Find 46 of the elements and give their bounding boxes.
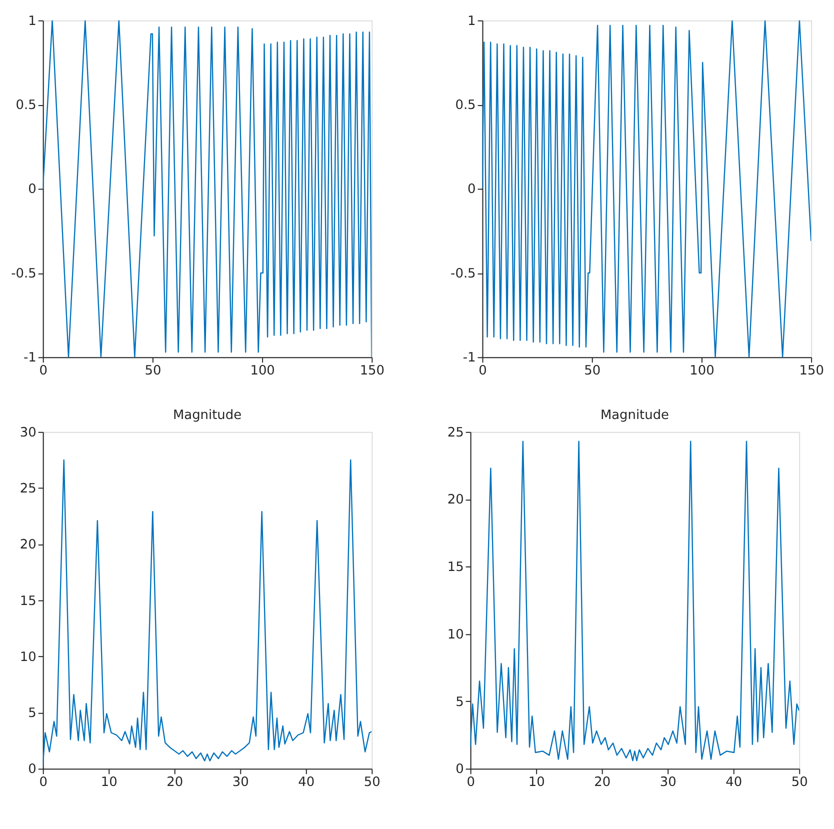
y-tick-label: 25 xyxy=(20,481,36,496)
x-tick-label: 10 xyxy=(528,775,545,790)
y-tick-label: 20 xyxy=(447,492,464,508)
y-tick-label: 10 xyxy=(447,627,464,642)
y-tick-label: -1 xyxy=(462,350,476,366)
y-tick-label: 20 xyxy=(20,538,36,553)
y-tick-label: 0.5 xyxy=(455,98,476,114)
y-tick-label: 0 xyxy=(28,762,36,778)
x-tick-label: 20 xyxy=(594,775,611,790)
y-tick-label: -1 xyxy=(23,350,36,366)
y-tick-label: 0 xyxy=(456,762,464,778)
chart-title: Magnitude xyxy=(172,408,242,423)
y-tick-label: 5 xyxy=(28,706,36,722)
x-tick-label: 0 xyxy=(39,364,48,379)
y-tick-label: 1 xyxy=(28,14,36,29)
x-tick-label: 50 xyxy=(791,775,808,790)
chart-title: Magnitude xyxy=(600,408,670,423)
x-tick-label: 100 xyxy=(690,364,714,379)
y-tick-label: 0.5 xyxy=(16,98,36,114)
y-tick-label: 15 xyxy=(20,594,36,609)
y-tick-label: 10 xyxy=(20,650,36,665)
x-tick-label: 30 xyxy=(232,775,249,790)
x-tick-label: 10 xyxy=(100,775,118,790)
x-tick-label: 50 xyxy=(364,775,380,790)
y-tick-label: 0 xyxy=(28,182,36,198)
x-tick-label: 100 xyxy=(250,364,275,379)
y-tick-label: 15 xyxy=(447,560,464,576)
y-tick-label: -0.5 xyxy=(450,266,476,282)
x-tick-label: 50 xyxy=(144,364,162,379)
x-tick-label: 150 xyxy=(360,364,385,379)
x-tick-label: 30 xyxy=(660,775,676,790)
x-tick-label: 50 xyxy=(584,364,601,379)
y-tick-label: 1 xyxy=(468,14,476,29)
y-tick-label: 25 xyxy=(447,425,464,440)
x-tick-label: 40 xyxy=(298,775,315,790)
x-tick-label: 20 xyxy=(166,775,184,790)
line-series xyxy=(470,440,800,762)
y-tick-label: 0 xyxy=(468,182,476,198)
x-tick-label: 0 xyxy=(39,775,48,790)
line-series xyxy=(42,459,372,766)
x-tick-label: 0 xyxy=(478,364,487,379)
y-tick-label: -0.5 xyxy=(11,266,36,282)
x-tick-label: 40 xyxy=(726,775,742,790)
x-tick-label: 150 xyxy=(799,364,824,379)
y-tick-label: 30 xyxy=(20,425,36,440)
y-tick-label: 5 xyxy=(456,694,464,710)
